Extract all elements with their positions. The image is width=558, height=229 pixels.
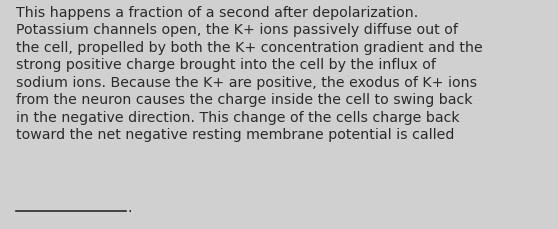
Text: .: . <box>127 200 132 214</box>
Text: This happens a fraction of a second after depolarization.
Potassium channels ope: This happens a fraction of a second afte… <box>16 6 482 142</box>
